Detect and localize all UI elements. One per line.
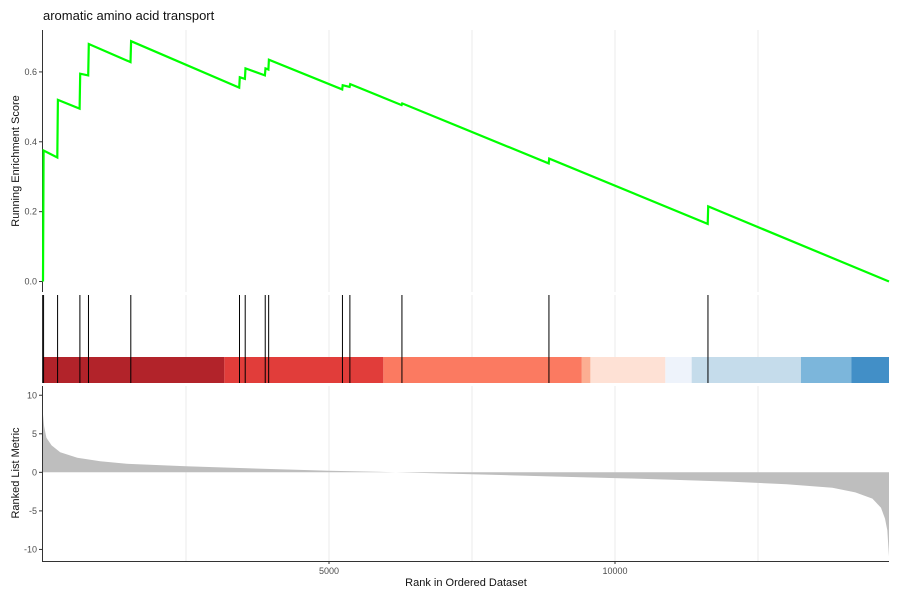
x-tick-label: 5000	[319, 566, 339, 576]
gradient-band	[224, 357, 384, 383]
y-tick-label: 0.0	[24, 277, 37, 287]
y-tick-label: 0.6	[24, 67, 37, 77]
ranked-metric-x-axis-label: Rank in Ordered Dataset	[405, 577, 527, 589]
chart-title: aromatic amino acid transport	[43, 8, 215, 23]
y-tick-label: -10	[24, 544, 37, 554]
gradient-band	[800, 357, 852, 383]
gradient-band	[851, 357, 889, 383]
gradient-band	[581, 357, 591, 383]
y-tick-label: 0	[32, 467, 37, 477]
gradient-band	[665, 357, 692, 383]
ranked-metric-area	[43, 414, 889, 557]
ranked-metric-y-ticks: 10 5 0 -5 -10	[24, 390, 42, 554]
gradient-band	[43, 357, 225, 383]
y-tick-label: 0.4	[24, 137, 37, 147]
enrichment-score-gridlines	[185, 30, 759, 292]
enrichment-score-y-ticks: 0.0 0.2 0.4 0.6	[24, 67, 42, 287]
y-tick-label: 5	[32, 429, 37, 439]
rank-gradient-bar	[43, 357, 889, 383]
ranked-metric-x-ticks: 5000 10000	[319, 561, 628, 576]
gradient-band	[590, 357, 666, 383]
x-tick-label: 10000	[602, 566, 627, 576]
running-enrichment-score-line	[41, 39, 890, 283]
ranked-metric-y-axis-label: Ranked List Metric	[10, 427, 22, 519]
y-tick-label: 10	[27, 390, 37, 400]
gene-hits-panel	[42, 295, 889, 383]
gradient-band	[383, 357, 582, 383]
enrichment-score-panel: 0.0 0.2 0.4 0.6 Running Enrichment Score	[10, 30, 890, 292]
gradient-band	[691, 357, 801, 383]
y-tick-label: -5	[29, 506, 37, 516]
enrichment-score-y-axis-label: Running Enrichment Score	[10, 95, 22, 226]
ranked-list-metric-panel: 10 5 0 -5 -10 5000 10000 Ranked List Metric R…	[10, 386, 889, 589]
gene-hit-markers	[43, 295, 709, 383]
y-tick-label: 0.2	[24, 207, 37, 217]
